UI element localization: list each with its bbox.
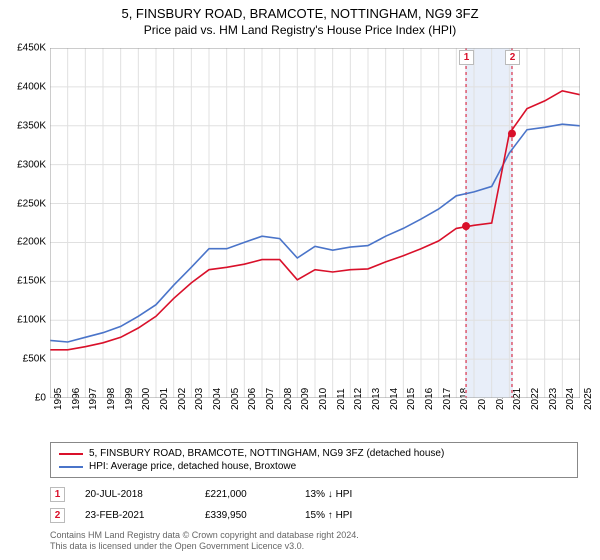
sale-date-2: 23-FEB-2021: [85, 510, 205, 521]
sales-table: 1 20-JUL-2018 £221,000 13% ↓ HPI 2 23-FE…: [50, 484, 352, 526]
y-tick-label: £400K: [2, 81, 46, 92]
y-tick-label: £0: [2, 393, 46, 404]
legend-swatch-2: [59, 466, 83, 468]
sale-price-1: £221,000: [205, 489, 305, 500]
legend-swatch-1: [59, 453, 83, 455]
sale-price-2: £339,950: [205, 510, 305, 521]
y-tick-label: £350K: [2, 120, 46, 131]
y-tick-label: £300K: [2, 159, 46, 170]
sale-date-1: 20-JUL-2018: [85, 489, 205, 500]
sale-marker-1: 1: [50, 487, 65, 502]
legend-box: 5, FINSBURY ROAD, BRAMCOTE, NOTTINGHAM, …: [50, 442, 578, 478]
y-tick-label: £200K: [2, 237, 46, 248]
sale-row-2: 2 23-FEB-2021 £339,950 15% ↑ HPI: [50, 505, 352, 526]
sale-row-1: 1 20-JUL-2018 £221,000 13% ↓ HPI: [50, 484, 352, 505]
chart-subtitle: Price paid vs. HM Land Registry's House …: [0, 23, 600, 41]
sale-marker-2: 2: [50, 508, 65, 523]
sale-delta-2: 15% ↑ HPI: [305, 510, 352, 521]
legend-item-series-1: 5, FINSBURY ROAD, BRAMCOTE, NOTTINGHAM, …: [59, 447, 569, 460]
y-tick-label: £50K: [2, 354, 46, 365]
chart-marker-1: 1: [459, 50, 474, 65]
chart-plot: [50, 48, 580, 398]
legend-item-series-2: HPI: Average price, detached house, Brox…: [59, 460, 569, 473]
sale-delta-1: 13% ↓ HPI: [305, 489, 352, 500]
chart-title: 5, FINSBURY ROAD, BRAMCOTE, NOTTINGHAM, …: [0, 0, 600, 23]
y-tick-label: £100K: [2, 315, 46, 326]
legend-label-1: 5, FINSBURY ROAD, BRAMCOTE, NOTTINGHAM, …: [89, 448, 444, 459]
attribution-line-2: This data is licensed under the Open Gov…: [50, 541, 359, 552]
legend-label-2: HPI: Average price, detached house, Brox…: [89, 461, 296, 472]
attribution: Contains HM Land Registry data © Crown c…: [50, 530, 359, 553]
y-tick-label: £150K: [2, 276, 46, 287]
chart-marker-2: 2: [505, 50, 520, 65]
y-tick-label: £450K: [2, 43, 46, 54]
y-tick-label: £250K: [2, 198, 46, 209]
attribution-line-1: Contains HM Land Registry data © Crown c…: [50, 530, 359, 541]
x-tick-label: 2025: [583, 388, 594, 410]
